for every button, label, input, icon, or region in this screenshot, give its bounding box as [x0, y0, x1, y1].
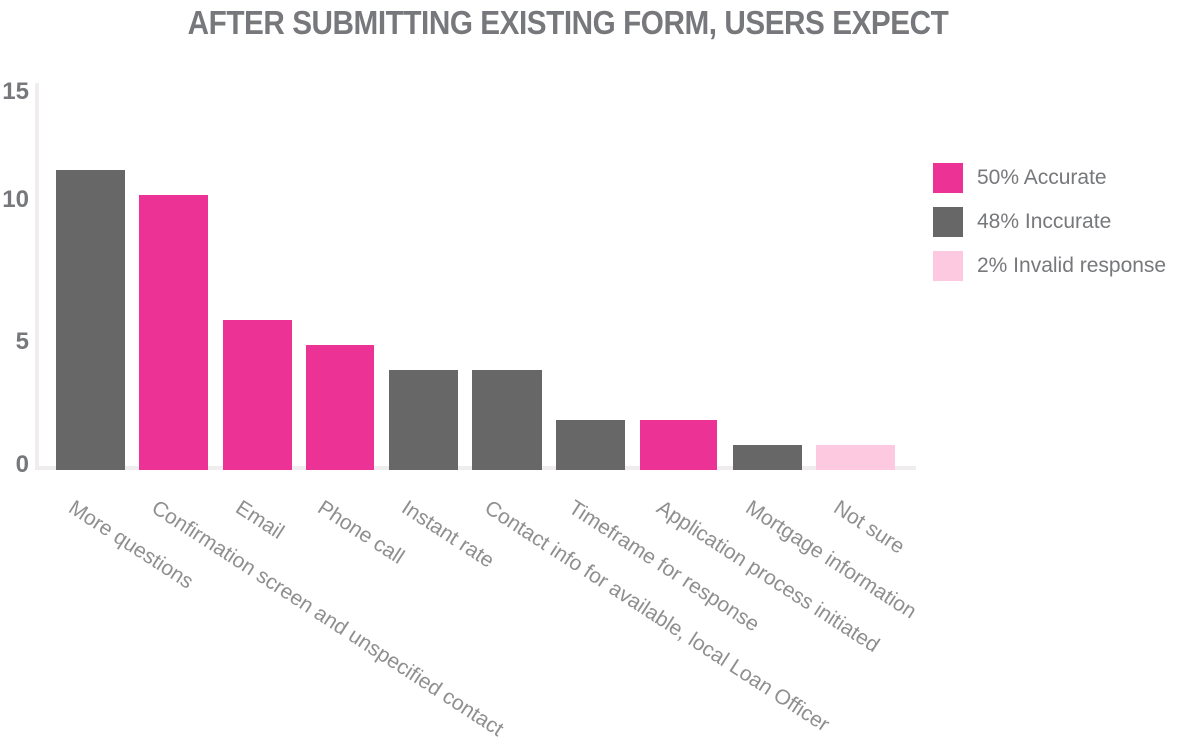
category-label: Email [230, 496, 288, 544]
bar-chart: AFTER SUBMITTING EXISTING FORM, USERS EX… [2, 4, 1166, 741]
bar-phone-call [306, 345, 374, 470]
bar-application-process-initiated [640, 420, 717, 470]
category-label: Instant rate [396, 496, 498, 573]
legend: 50% Accurate 48% Inccurate 2% Invalid resp… [933, 163, 1166, 295]
category-label: Phone call [313, 496, 409, 569]
legend-label: 48% Inccurate [977, 210, 1112, 233]
y-tick-label: 10 [2, 186, 29, 213]
bar-contact-info-for-available-local-loan-officer [472, 370, 542, 470]
legend-label: 2% Invalid response [977, 254, 1167, 277]
legend-swatch-inaccurate [933, 207, 963, 237]
y-tick-label: 5 [15, 328, 29, 355]
legend-label: 50% Accurate [977, 166, 1107, 189]
legend-swatch-invalid [933, 251, 963, 281]
y-tick-label: 0 [15, 451, 29, 478]
bar-instant-rate [389, 370, 458, 470]
bar-mortgage-information [733, 445, 802, 470]
bar-timeframe-for-response [556, 420, 625, 470]
bar-not-sure [816, 445, 895, 470]
bar-email [223, 320, 292, 470]
legend-swatch-accurate [933, 163, 963, 193]
bar-more-questions [56, 170, 125, 470]
bar-confirmation-screen-and-unspecified-contact [139, 195, 208, 470]
y-tick-label: 15 [2, 78, 29, 105]
legend-item-invalid: 2% Invalid response [933, 251, 1166, 281]
y-axis-line [35, 83, 39, 470]
legend-item-inaccurate: 48% Inccurate [933, 207, 1166, 237]
category-label: Not sure [828, 496, 909, 559]
chart-title: AFTER SUBMITTING EXISTING FORM, USERS EX… [187, 4, 949, 41]
legend-item-accurate: 50% Accurate [933, 163, 1166, 193]
